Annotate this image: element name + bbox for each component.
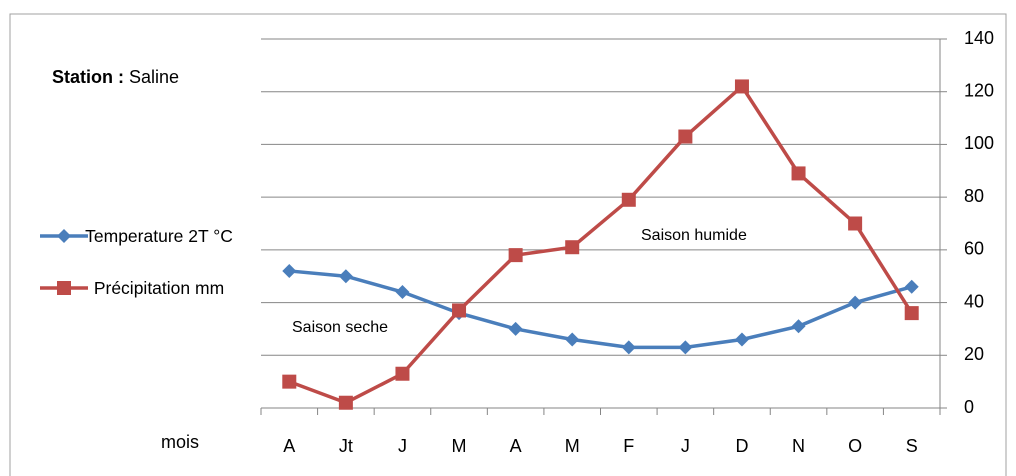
y-tick-label: 100 xyxy=(964,133,994,153)
marker xyxy=(734,79,749,94)
y-tick-label: 40 xyxy=(964,291,984,311)
marker xyxy=(338,395,353,410)
x-tick-label: N xyxy=(792,436,805,456)
x-tick-label: F xyxy=(623,436,634,456)
x-tick-label: J xyxy=(681,436,690,456)
x-tick-label: D xyxy=(735,436,748,456)
x-tick-label: S xyxy=(906,436,918,456)
y-tick-label: 120 xyxy=(964,80,994,100)
marker xyxy=(791,319,806,334)
marker xyxy=(508,321,523,336)
marker xyxy=(848,216,863,231)
y-tick-label: 60 xyxy=(964,239,984,259)
y-tick-label: 0 xyxy=(964,397,974,417)
marker xyxy=(904,279,919,294)
line xyxy=(288,83,914,405)
marker xyxy=(621,192,636,207)
marker xyxy=(338,269,353,284)
marker xyxy=(791,166,806,181)
y-tick-label: 80 xyxy=(964,186,984,206)
y-tick-label: 140 xyxy=(964,28,994,48)
marker xyxy=(282,263,297,278)
legend-label: Temperature 2T °C xyxy=(85,226,233,246)
x-tick-label: A xyxy=(283,436,295,456)
marker xyxy=(565,240,580,255)
marker xyxy=(395,366,410,381)
annotation: Saison seche xyxy=(292,319,388,336)
legend-label: Précipitation mm xyxy=(93,278,225,298)
marker xyxy=(734,332,749,347)
x-tick-label: O xyxy=(848,436,862,456)
marker xyxy=(678,340,693,355)
x-tick-label: M xyxy=(565,436,580,456)
chart-frame xyxy=(9,13,1007,476)
y-tick-label: 20 xyxy=(964,344,984,364)
marker xyxy=(621,340,636,355)
marker xyxy=(678,129,693,144)
marker xyxy=(282,374,297,389)
line xyxy=(289,269,913,350)
annotation: Saison humide xyxy=(641,227,747,244)
marker xyxy=(848,295,863,310)
x-tick-label: A xyxy=(510,436,522,456)
title-value: Saline xyxy=(129,67,179,87)
marker xyxy=(57,281,71,295)
x-axis-label: mois xyxy=(161,432,199,452)
marker xyxy=(565,332,580,347)
title-label: Station : xyxy=(52,67,124,87)
x-tick-label: M xyxy=(452,436,467,456)
marker xyxy=(395,285,410,300)
chart-title: Station : Saline xyxy=(52,67,179,87)
marker xyxy=(904,306,919,321)
x-tick-label: J xyxy=(398,436,407,456)
marker xyxy=(57,229,71,243)
marker xyxy=(508,248,523,263)
x-tick-label: Jt xyxy=(339,436,353,456)
marker xyxy=(452,303,467,318)
